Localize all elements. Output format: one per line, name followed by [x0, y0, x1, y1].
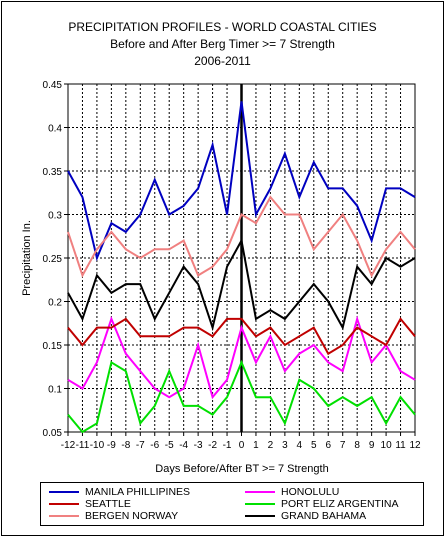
x-tick-label: -7 — [136, 440, 145, 451]
x-tick-label: -10 — [90, 440, 105, 451]
x-tick-label: 4 — [297, 440, 303, 451]
x-tick-label: 10 — [381, 440, 393, 451]
legend-label: SEATTLE — [85, 498, 131, 510]
chart-title: PRECIPITATION PROFILES - WORLD COASTAL C… — [68, 20, 377, 34]
x-tick-label: -5 — [165, 440, 174, 451]
axes — [64, 83, 416, 436]
x-tick-label: 7 — [340, 440, 346, 451]
y-tick-label: 0.05 — [43, 428, 63, 439]
y-tick-label: 0.45 — [43, 80, 63, 91]
legend-swatch — [245, 503, 275, 505]
series-line-port-eliz-argentina — [67, 359, 416, 434]
chart-subtitle-years: 2006-2011 — [194, 54, 251, 68]
y-tick-label: 0.35 — [43, 167, 63, 178]
line-chart: 0.050.10.150.20.250.30.350.40.45-12 -11 -1… — [21, 80, 421, 475]
legend-swatch — [245, 515, 275, 517]
x-tick-label: -6 — [150, 440, 159, 451]
x-tick-label: 0 — [239, 440, 245, 451]
x-tick-label: 6 — [325, 440, 331, 451]
x-tick-label: 8 — [354, 440, 360, 451]
x-tick-label: -1 — [223, 440, 232, 451]
x-tick-label: 12 — [409, 440, 421, 451]
legend-label: MANILA PHILLIPINES — [85, 486, 191, 498]
x-tick-label: 9 — [369, 440, 375, 451]
x-tick-label: -2 — [208, 440, 217, 451]
legend-swatch — [49, 503, 79, 505]
x-tick-label: -3 — [194, 440, 203, 451]
x-tick-label: -11 — [76, 440, 90, 451]
x-axis-label: Days Before/After BT >= 7 Strength — [155, 463, 328, 475]
y-tick-label: 0.15 — [43, 341, 63, 352]
x-tick-label: 1 — [253, 440, 259, 451]
legend-label: PORT ELIZ ARGENTINA — [281, 498, 399, 510]
x-tick-label: 3 — [282, 440, 288, 451]
y-tick-label: 0.4 — [48, 124, 62, 135]
series-line-grand-bahama — [67, 237, 416, 332]
x-tick-label: 2 — [268, 440, 274, 451]
legend-swatch — [49, 515, 79, 517]
y-tick-label: 0.3 — [48, 211, 62, 222]
x-tick-label: -12 — [61, 440, 76, 451]
legend: MANILA PHILLIPINES HONOLULU SEATTLE PORT EL… — [40, 482, 424, 526]
x-tick-label: 11 — [395, 440, 406, 451]
legend-label: GRAND BAHAMA — [281, 510, 367, 522]
legend-label: HONOLULU — [281, 486, 340, 498]
legend-swatch — [49, 491, 79, 493]
series-line-honolulu — [67, 315, 416, 400]
y-tick-label: 0.25 — [43, 254, 63, 265]
x-tick-label: -8 — [121, 440, 130, 451]
chart-subtitle: Before and After Berg Timer >= 7 Strengt… — [110, 37, 335, 51]
y-axis-label: Precipitation In. — [21, 220, 33, 296]
x-tick-label: -9 — [107, 440, 116, 451]
y-tick-label: 0.1 — [48, 385, 62, 396]
legend-label: BERGEN NORWAY — [85, 510, 179, 522]
y-tick-label: 0.2 — [48, 298, 62, 309]
legend-swatch — [245, 491, 275, 493]
series-line-bergen-norway — [67, 195, 416, 278]
tick-labels: 0.050.10.150.20.250.30.350.40.45-12 -11 -1… — [43, 80, 421, 451]
x-tick-label: 5 — [311, 440, 317, 451]
x-tick-label: -4 — [179, 440, 188, 451]
series-line-seattle — [67, 317, 416, 356]
series-lines — [67, 101, 416, 434]
series-line-manila-phillipines — [67, 101, 416, 262]
